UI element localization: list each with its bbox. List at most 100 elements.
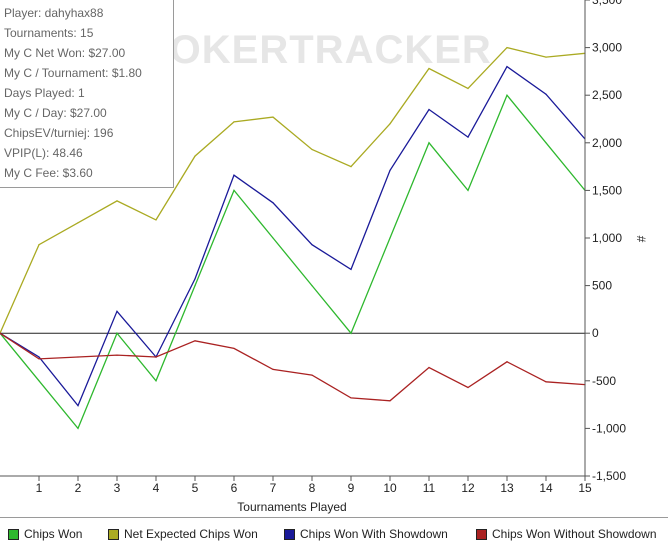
data-point-s0-14 (545, 142, 547, 144)
data-point-s0-10 (389, 237, 391, 239)
data-point-s3-10 (389, 400, 391, 402)
data-point-s3-9 (350, 397, 352, 399)
data-point-s2-5 (194, 278, 196, 280)
x-tick-label: 1 (36, 481, 43, 495)
data-point-s3-13 (506, 361, 508, 363)
data-point-s0-2 (77, 427, 79, 429)
x-tick-label: 12 (461, 481, 475, 495)
legend-item-without-showdown[interactable]: Chips Won Without Showdown (476, 527, 657, 541)
legend-item-net-expected[interactable]: Net Expected Chips Won (108, 527, 258, 541)
data-point-s1-13 (506, 47, 508, 49)
y-axis-title: # (634, 236, 648, 243)
stat-chips-ev: ChipsEV/turniej: 196 (4, 126, 114, 140)
data-point-s3-5 (194, 340, 196, 342)
legend-item-chips-won[interactable]: Chips Won (8, 527, 82, 541)
x-tick-label: 10 (383, 481, 397, 495)
legend-label-with-showdown: Chips Won With Showdown (300, 527, 448, 541)
x-tick-label: 9 (348, 481, 355, 495)
y-tick-label: -1,000 (592, 421, 626, 435)
x-tick-label: 6 (231, 481, 238, 495)
y-tick-label: -500 (592, 374, 616, 388)
y-tick-label: -1,500 (592, 469, 626, 483)
legend-swatch-net-expected (108, 528, 119, 540)
x-tick-label: 2 (75, 481, 82, 495)
stat-days-played: Days Played: 1 (4, 86, 85, 100)
data-point-s2-9 (350, 268, 352, 271)
data-point-s3-12 (467, 386, 469, 389)
x-tick-label: 15 (578, 481, 592, 495)
legend-item-with-showdown[interactable]: Chips Won With Showdown (284, 527, 448, 541)
stat-fee: My C Fee: $3.60 (4, 166, 93, 180)
data-point-s0-6 (233, 189, 235, 191)
stats-panel: Player: dahyhax88 Tournaments: 15 My C N… (0, 0, 174, 188)
data-point-s1-6 (233, 121, 235, 123)
data-point-s2-10 (389, 169, 391, 172)
y-tick-label: 1,000 (592, 231, 622, 245)
data-point-s2-7 (272, 202, 274, 204)
data-point-s0-7 (272, 237, 274, 239)
data-point-s1-12 (467, 87, 469, 90)
y-tick-label: 2,000 (592, 136, 622, 150)
y-tick-label: 2,500 (592, 88, 622, 102)
data-point-s1-11 (428, 67, 430, 70)
data-point-s0-13 (506, 94, 508, 96)
data-point-s1-1 (38, 244, 40, 246)
data-point-s3-7 (272, 368, 274, 370)
x-tick-label: 3 (114, 481, 121, 495)
y-tick-label: 3,500 (592, 0, 622, 7)
stat-vpip: VPIP(L): 48.46 (4, 146, 83, 160)
data-point-s3-8 (311, 374, 313, 376)
data-point-s3-2 (77, 356, 79, 358)
legend-swatch-chips-won (8, 528, 19, 540)
legend-swatch-without-showdown (476, 528, 487, 540)
x-tick-label: 7 (270, 481, 277, 495)
data-point-s2-12 (467, 136, 469, 138)
x-tick-label: 13 (500, 481, 514, 495)
legend: Chips Won Net Expected Chips Won Chips W… (0, 517, 668, 550)
data-point-s2-6 (233, 174, 235, 176)
data-point-s1-3 (116, 200, 118, 202)
data-point-s2-11 (428, 108, 430, 111)
series-line-net-expected-chips-won (0, 46, 586, 334)
stat-per-tournament: My C / Tournament: $1.80 (4, 66, 142, 80)
data-point-s0-11 (428, 142, 430, 144)
data-point-s3-0 (0, 332, 1, 334)
data-point-s3-6 (233, 347, 235, 350)
data-point-s2-3 (116, 310, 118, 312)
series-line-chips-won (0, 93, 586, 430)
y-tick-label: 3,000 (592, 41, 622, 55)
x-tick-label: 8 (309, 481, 316, 495)
data-point-s0-3 (116, 332, 118, 334)
data-point-s3-14 (545, 381, 547, 383)
data-point-s1-9 (350, 166, 352, 168)
legend-swatch-with-showdown (284, 528, 295, 540)
data-point-s3-4 (155, 356, 157, 358)
stat-tournaments: Tournaments: 15 (4, 26, 94, 40)
legend-label-chips-won: Chips Won (24, 527, 83, 541)
data-point-s1-8 (311, 148, 313, 151)
x-tick-label: 11 (423, 481, 436, 495)
y-tick-label: 500 (592, 279, 612, 293)
data-point-s1-10 (389, 123, 391, 125)
data-point-s1-2 (77, 222, 79, 224)
stat-player: Player: dahyhax88 (4, 6, 104, 20)
stat-net-won: My C Net Won: $27.00 (4, 46, 126, 60)
data-point-s0-1 (38, 380, 40, 382)
data-point-s0-4 (155, 380, 157, 382)
data-point-s2-2 (77, 404, 79, 407)
data-point-s2-14 (545, 93, 547, 95)
data-point-s1-14 (545, 56, 547, 58)
x-axis-title: Tournaments Played (237, 500, 346, 514)
data-point-s3-3 (116, 354, 118, 356)
legend-label-without-showdown: Chips Won Without Showdown (492, 527, 657, 541)
x-tick-label: 4 (153, 481, 160, 495)
series-line-chips-won-without-showdown (0, 332, 586, 402)
stat-per-day: My C / Day: $27.00 (4, 106, 107, 120)
data-point-s1-7 (272, 116, 274, 118)
data-point-s1-4 (155, 219, 157, 221)
x-tick-label: 5 (192, 481, 199, 495)
y-tick-label: 0 (592, 326, 599, 340)
data-point-s0-5 (194, 285, 196, 287)
data-point-s0-9 (350, 332, 352, 334)
x-tick-label: 14 (539, 481, 553, 495)
